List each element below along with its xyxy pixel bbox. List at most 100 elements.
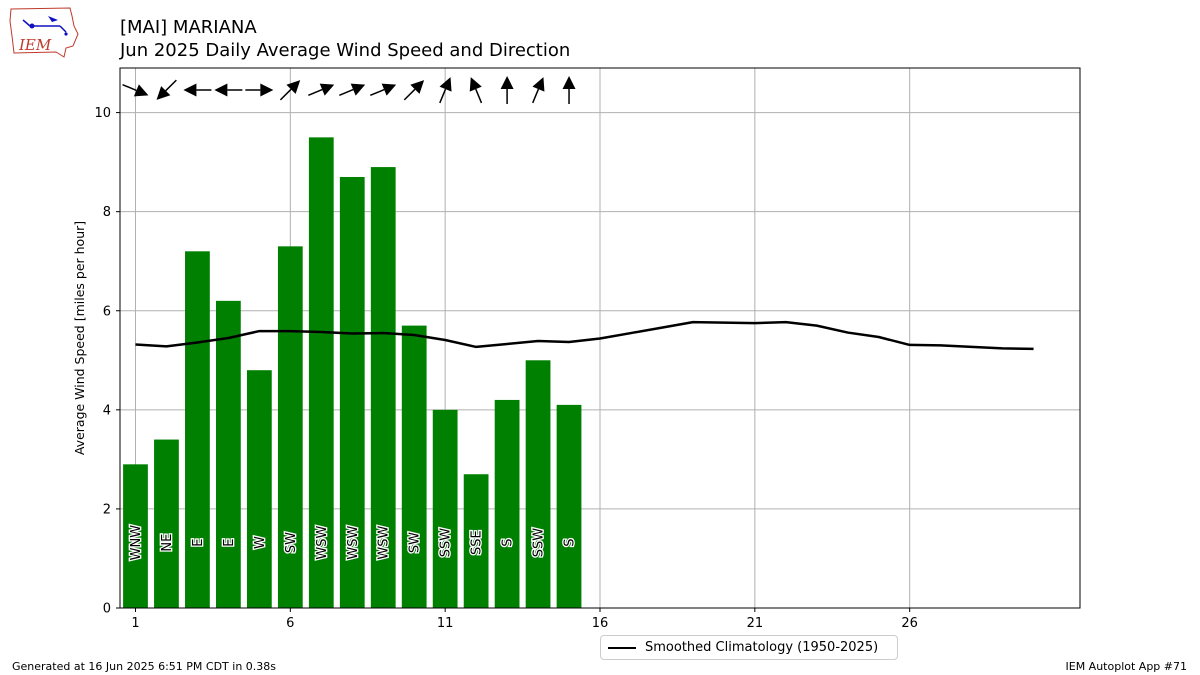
direction-label: E [222,538,237,546]
arrow-head [260,83,274,97]
arrow-head [410,80,425,94]
x-tick-label: 21 [747,616,764,631]
wind-direction-arrow-icon [469,77,483,104]
wind-speed-bar [556,404,582,608]
climatology-line-group [135,320,1034,351]
wind-speed-bar [432,409,458,608]
arrow-head [439,77,452,92]
wind-direction-arrow-icon [370,83,397,97]
direction-label: WSW [315,525,330,559]
arrow-head [381,83,397,96]
wind-direction-arrow-icon [562,76,576,104]
x-tick-label: 26 [901,616,918,631]
arrow-shaft [279,88,292,101]
iem-logo: IEM [9,7,79,58]
wind-direction-arrow-icon [532,77,545,104]
wind-direction-arrow-icon [156,79,177,100]
wind-speed-bar [401,325,427,608]
y-tick-label: 4 [103,403,111,418]
direction-label: S [563,538,578,546]
direction-label: WSW [377,525,392,559]
direction-label: SSW [532,528,547,558]
wind-direction-arrow-icon [183,83,212,97]
arrow-head [562,76,576,89]
arrow-head [156,86,171,100]
x-tick-label: 6 [286,616,294,631]
arrow-shaft [439,88,447,104]
legend-line-icon [608,646,636,649]
chart-title-station: [MAI] MARIANA [120,17,257,38]
chart-title: Jun 2025 Daily Average Wind Speed and Di… [120,40,571,61]
x-tick-label: 16 [592,616,609,631]
wind-speed-bar [123,464,148,608]
arrow-shaft [370,88,385,97]
iowa-outline-shape [9,7,79,58]
arrow-head [133,84,149,97]
direction-label: WNW [129,525,144,561]
logo-text: IEM [18,36,52,54]
wind-speed-bar [525,360,551,608]
direction-label: SW [408,532,423,553]
y-tick-label: 6 [103,304,111,319]
arrow-head [500,76,514,89]
direction-label: WSW [346,525,361,559]
wind-speed-bar [370,167,396,608]
wind-direction-arrow-icon [214,83,243,97]
wind-speed-bar [308,137,334,609]
arrow-head [286,80,301,94]
arrow-shaft [475,88,483,104]
arrow-head [532,77,545,92]
wind-direction-arrow-icon [279,80,301,101]
direction-label: S [501,538,516,546]
y-tick-label: 8 [103,205,111,220]
wind-speed-bar [216,300,241,608]
arrow-head [214,83,228,97]
bars [123,137,582,609]
legend-label: Smoothed Climatology (1950-2025) [645,640,879,655]
wind-speed-bar [154,439,179,608]
wind-direction-arrow-icon [245,83,274,97]
direction-label: E [191,538,206,546]
direction-arrows [122,76,576,104]
direction-label: SSW [439,528,454,558]
wind-speed-bar [463,474,489,608]
arrow-shaft [403,88,416,101]
arrow-shaft [308,88,323,97]
wind-speed-bar [185,251,210,609]
x-tick-label: 1 [131,616,139,631]
arrow-shaft [122,83,137,92]
wind-direction-arrow-icon [500,76,514,104]
arrow-shaft [165,79,177,92]
wind-speed-bar [494,399,520,608]
y-tick-label: 2 [103,502,111,517]
wind-direction-arrow-icon [308,83,335,97]
wind-direction-arrow-icon [339,83,366,97]
climatology-line [135,320,1034,351]
footer-app: IEM Autoplot App #71 [1065,660,1188,673]
arrow-head [183,83,197,97]
wind-speed-bar [339,176,365,608]
wind-direction-arrow-icon [122,83,149,97]
x-tick-label: 11 [437,616,454,631]
arrow-shaft [339,88,354,97]
wind-speed-bar [246,370,272,608]
direction-label: W [253,536,268,549]
direction-label: SW [284,532,299,553]
y-tick-label: 10 [94,106,111,121]
wind-direction-arrow-icon [403,80,425,101]
arrow-head [350,83,366,96]
arrow-shaft [532,88,540,104]
arrow-head [469,77,482,92]
direction-labels: WNW NE E E W SW WSW WSW WSW SW SSW SSE S SSW S [128,523,579,561]
footer-generated: Generated at 16 Jun 2025 6:51 PM CDT in … [12,660,277,673]
wind-direction-arrow-icon [439,77,452,104]
y-tick-label: 0 [103,602,111,617]
arrow-head [319,83,335,96]
y-axis-label: Average Wind Speed [miles per hour] [72,221,87,455]
wind-speed-bar [277,246,303,608]
direction-label: NE [160,534,175,552]
direction-label: SSE [470,530,485,555]
legend: Smoothed Climatology (1950-2025) [600,635,898,660]
